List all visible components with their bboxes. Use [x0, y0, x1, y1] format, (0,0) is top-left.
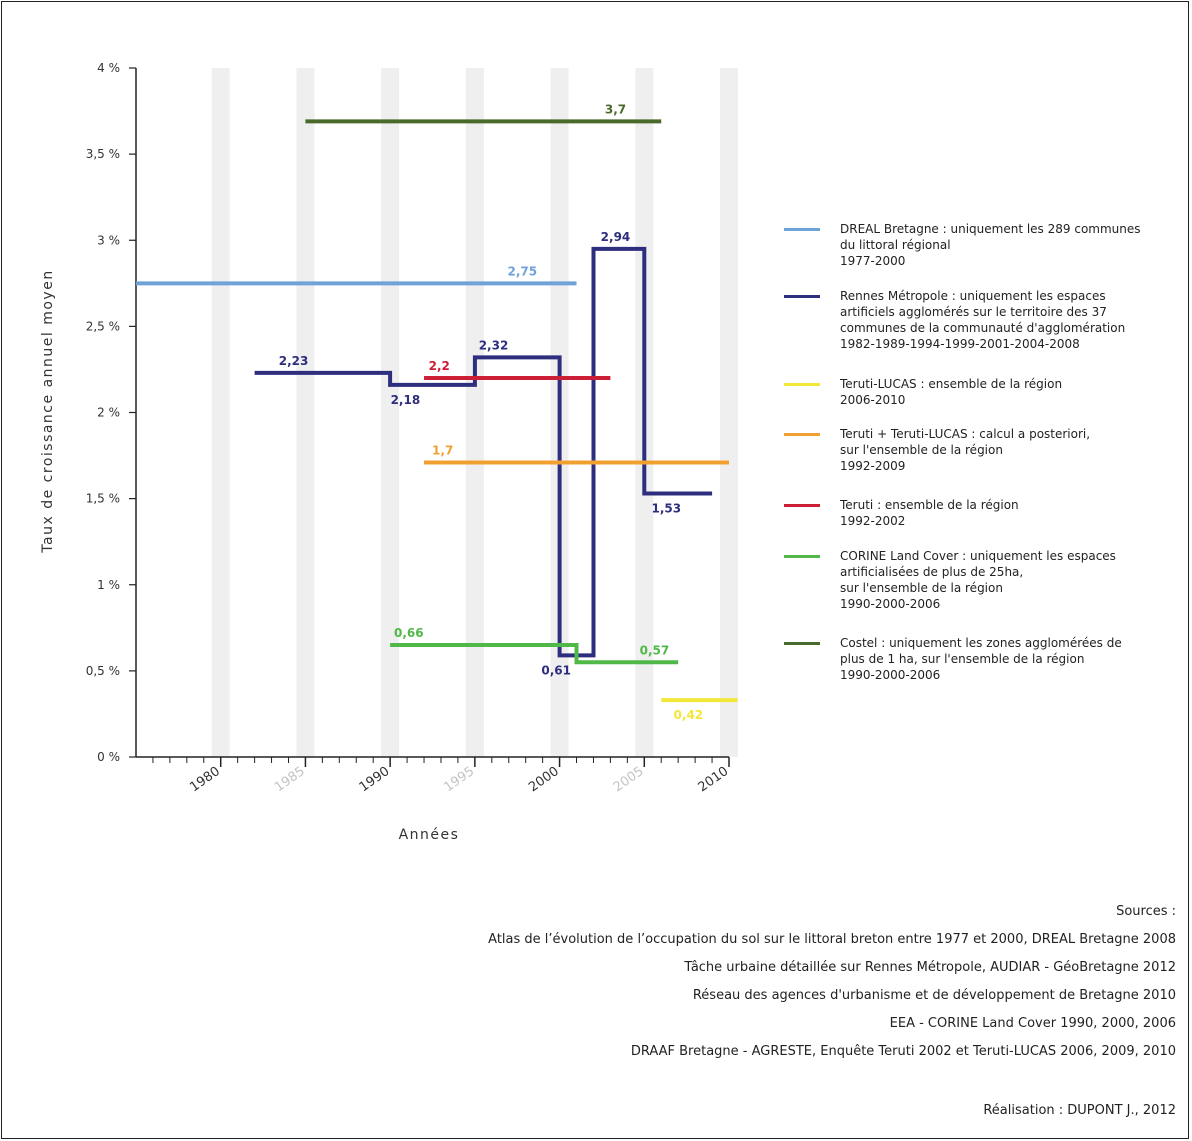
legend-label-line: sur l'ensemble de la région [840, 443, 1003, 457]
grid-band [465, 68, 484, 757]
x-tick-label: 2010 [696, 764, 732, 795]
legend-label: DREAL Bretagne : uniquement les 289 comm… [840, 221, 1180, 269]
data-label-rennes-metropole: 1,53 [652, 501, 682, 515]
legend-item: DREAL Bretagne : uniquement les 289 comm… [784, 221, 1180, 269]
grid-band [211, 68, 230, 757]
y-tick-label: 2,5 % [86, 319, 120, 333]
legend-label-line: CORINE Land Cover : uniquement les espac… [840, 549, 1116, 563]
legend-label-line: Teruti-LUCAS : ensemble de la région [840, 377, 1063, 391]
y-tick-label: 3,5 % [86, 147, 120, 161]
legend-swatch [784, 228, 820, 231]
legend-label-line: communes de la communauté d'agglomératio… [840, 321, 1126, 335]
x-tick-label: 1980 [187, 764, 223, 795]
y-tick-label: 3 % [97, 233, 120, 247]
source-line: Tâche urbaine détaillée sur Rennes Métro… [684, 960, 1176, 975]
legend-label: Costel : uniquement les zones agglomérée… [840, 635, 1180, 683]
legend-swatch [784, 433, 820, 436]
legend-swatch [784, 383, 820, 386]
x-axis-title: Années [399, 827, 460, 843]
legend-label-line: Costel : uniquement les zones agglomérée… [840, 636, 1122, 650]
legend-label-line: 1992-2002 [840, 514, 906, 528]
sources-block: Sources : Atlas de l’évolution de l’occu… [488, 898, 1176, 1066]
x-tick-label: 1985 [272, 764, 308, 795]
legend-label-line: sur l'ensemble de la région [840, 581, 1003, 595]
sources-heading: Sources : [1116, 904, 1176, 919]
legend-label-line: artificialisées de plus de 25ha, [840, 565, 1024, 579]
legend-item: Teruti-LUCAS : ensemble de la région 2006… [784, 376, 1180, 408]
growth-rate-chart: 0 % 0,5 % 1 % 1,5 % 2 % 2,5 % 3 % 3,5 % 4 % 1980… [40, 61, 738, 843]
legend-item: Costel : uniquement les zones agglomérée… [784, 635, 1180, 683]
legend-label-line: Teruti + Teruti-LUCAS : calcul a posteri… [840, 427, 1091, 441]
legend-item: Rennes Métropole : uniquement les espace… [784, 288, 1180, 352]
legend-label: Rennes Métropole : uniquement les espace… [840, 288, 1180, 352]
legend-swatch [784, 555, 820, 558]
legend-swatch [784, 504, 820, 507]
source-line: EEA - CORINE Land Cover 1990, 2000, 2006 [889, 1016, 1176, 1031]
source-line: Atlas de l’évolution de l’occupation du … [488, 932, 1176, 947]
x-tick-label: 2000 [526, 764, 562, 795]
legend-label-line: artificiels agglomérés sur le territoire… [840, 305, 1107, 319]
data-label-teruti: 2,2 [429, 359, 450, 373]
y-tick-label: 2 % [97, 406, 120, 420]
series-line-rennes-metropole [254, 246, 713, 658]
legend-label: CORINE Land Cover : uniquement les espac… [840, 548, 1180, 612]
y-tick-label: 0,5 % [86, 664, 120, 678]
data-label-rennes-metropole: 2,94 [601, 230, 631, 244]
legend-label: Teruti-LUCAS : ensemble de la région 2006… [840, 376, 1180, 408]
legend-label: Teruti : ensemble de la région 1992-2002 [840, 497, 1180, 529]
grid-band [381, 68, 400, 757]
data-label-corine-land-cover: 0,57 [640, 643, 670, 657]
data-label-rennes-metropole: 2,23 [279, 354, 309, 368]
x-tick-label: 2005 [611, 764, 647, 795]
legend-item: Teruti : ensemble de la région 1992-2002 [784, 497, 1180, 529]
legend-item: Teruti + Teruti-LUCAS : calcul a posteri… [784, 426, 1180, 474]
x-tick-label: 1990 [357, 764, 393, 795]
y-tick-label: 4 % [97, 61, 120, 75]
data-label-teruti-lucas: 0,42 [674, 708, 704, 722]
data-label-teruti-teruti-lucas: 1,7 [432, 443, 453, 457]
y-axis-title: Taux de croissance annuel moyen [40, 269, 56, 553]
series-layer [136, 119, 738, 703]
legend-label-line: 1977-2000 [840, 254, 906, 268]
legend-label-line: 1982-1989-1994-1999-2001-2004-2008 [840, 337, 1080, 351]
data-label-rennes-metropole: 2,32 [479, 338, 509, 352]
legend-label-line: 1990-2000-2006 [840, 668, 941, 682]
source-line: DRAAF Bretagne - AGRESTE, Enquête Teruti… [630, 1044, 1176, 1059]
legend-swatch [784, 295, 820, 298]
x-tick-label: 1995 [441, 764, 477, 795]
data-label-rennes-metropole: 2,18 [391, 393, 421, 407]
data-label-corine-land-cover: 0,66 [394, 626, 424, 640]
legend-label-line: 1990-2000-2006 [840, 597, 941, 611]
legend-label-line: plus de 1 ha, sur l'ensemble de la régio… [840, 652, 1085, 666]
y-tick-label: 0 % [97, 750, 120, 764]
grid-band [720, 68, 738, 757]
legend-label: Teruti + Teruti-LUCAS : calcul a posteri… [840, 426, 1180, 474]
source-line: Réseau des agences d'urbanisme et de dév… [692, 988, 1176, 1003]
y-tick-label: 1,5 % [86, 492, 120, 506]
data-labels: 2,75 2,23 2,18 2,32 0,61 2,94 1,53 0,42 1,7 2,2 0,… [279, 102, 703, 722]
legend-label-line: du littoral régional [840, 238, 951, 252]
legend-label-line: DREAL Bretagne : uniquement les 289 comm… [840, 222, 1141, 236]
legend-label-line: Rennes Métropole : uniquement les espace… [840, 289, 1106, 303]
series-line-corine-land-cover [390, 643, 679, 665]
y-axis: 0 % 0,5 % 1 % 1,5 % 2 % 2,5 % 3 % 3,5 % 4 % [86, 61, 137, 764]
legend-swatch [784, 642, 820, 645]
grid-band [296, 68, 315, 757]
legend-item: CORINE Land Cover : uniquement les espac… [784, 548, 1180, 612]
x-axis: 1980 1985 1990 1995 2000 2005 2010 [136, 756, 732, 795]
data-label-rennes-metropole: 0,61 [541, 663, 571, 677]
legend-label-line: Teruti : ensemble de la région [840, 498, 1019, 512]
data-label-dreal-bretagne: 2,75 [507, 264, 537, 278]
data-label-costel: 3,7 [605, 102, 626, 116]
legend-label-line: 1992-2009 [840, 459, 906, 473]
legend-label-line: 2006-2010 [840, 393, 906, 407]
credit-line: Réalisation : DUPONT J., 2012 [983, 1103, 1176, 1118]
y-tick-label: 1 % [97, 578, 120, 592]
